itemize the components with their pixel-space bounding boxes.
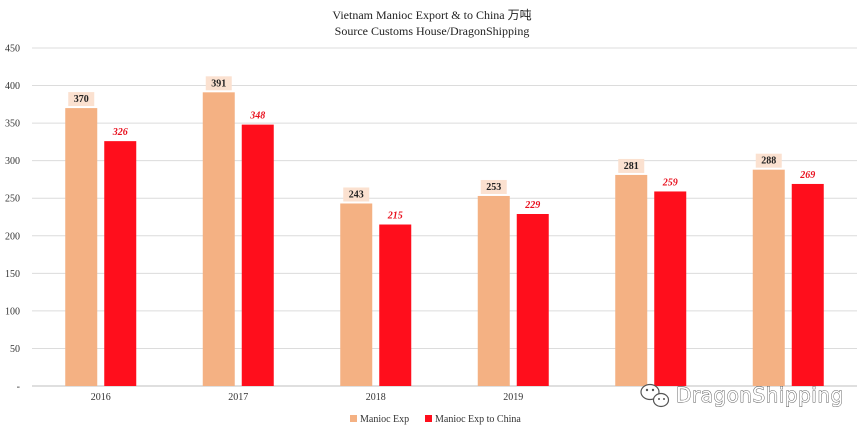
bar-manioc-exp-to-china [516,213,549,386]
y-tick-label: - [17,382,20,393]
y-tick-label: 150 [5,269,20,280]
watermark-text: DragonShipping [676,383,844,407]
bar-manioc-exp [202,92,235,386]
bar-manioc-exp [615,174,648,386]
data-label-manioc-exp-to-china: 348 [249,111,265,122]
watermark: DragonShipping [640,383,844,408]
chart-title: Vietnam Manioc Export & to China 万吨 [332,8,531,22]
bar-manioc-exp [340,203,373,386]
data-label-manioc-exp: 370 [74,94,89,105]
bars [65,92,824,386]
legend-swatch-manioc-exp [350,415,357,422]
bar-manioc-exp-to-china [654,191,687,386]
data-label-manioc-exp: 253 [486,182,501,193]
x-tick-label: 2018 [366,392,386,403]
bar-manioc-exp [752,169,785,386]
y-tick-label: 300 [5,156,20,167]
data-label-bg [68,92,95,107]
y-tick-label: 350 [5,119,20,130]
bar-manioc-exp-to-china [379,224,412,386]
legend: Manioc Exp Manioc Exp to China [350,414,521,425]
data-label-manioc-exp: 243 [349,189,364,200]
x-tick-label: 2016 [91,392,111,403]
data-label-manioc-exp-to-china: 326 [112,127,128,138]
y-tick-label: 400 [5,81,20,92]
y-tick-label: 50 [10,344,20,355]
data-labels: 370 326 391 348 243 215 253 229 281 259 288 269 [68,76,815,222]
data-label-bg [618,158,645,173]
wechat-icon [640,383,670,408]
bar-manioc-exp [477,195,510,386]
data-label-manioc-exp-to-china: 215 [387,211,403,222]
data-label-manioc-exp-to-china: 259 [662,177,678,188]
y-tick-label: 200 [5,231,20,242]
x-tick-label: 2017 [228,392,248,403]
bar-manioc-exp-to-china [241,124,274,386]
bar-manioc-exp-to-china [104,141,137,386]
data-label-bg [205,76,232,91]
x-axis: 2016 2017 2018 2019 [91,392,524,403]
data-label-manioc-exp: 288 [761,156,776,167]
data-label-bg [755,153,782,168]
y-tick-label: 250 [5,194,20,205]
legend-label-manioc-exp-to-china: Manioc Exp to China [435,414,521,425]
legend-label-manioc-exp: Manioc Exp [360,414,409,425]
bar-manioc-exp [65,108,98,386]
data-label-manioc-exp-to-china: 229 [524,200,540,211]
bar-manioc-exp-to-china [791,183,824,386]
data-label-manioc-exp: 281 [624,161,639,172]
legend-swatch-manioc-exp-to-china [425,415,432,422]
data-label-manioc-exp-to-china: 269 [799,170,815,181]
gridlines [32,47,857,387]
y-tick-label: 100 [5,306,20,317]
x-tick-label: 2019 [503,392,523,403]
y-tick-label: 450 [5,44,20,55]
data-label-manioc-exp: 391 [211,78,226,89]
y-axis: - 50 100 150 200 250 300 350 400 450 [5,44,20,393]
chart-subtitle: Source Customs House/DragonShipping [335,24,530,38]
data-label-bg [480,179,507,194]
data-label-bg [343,187,370,202]
